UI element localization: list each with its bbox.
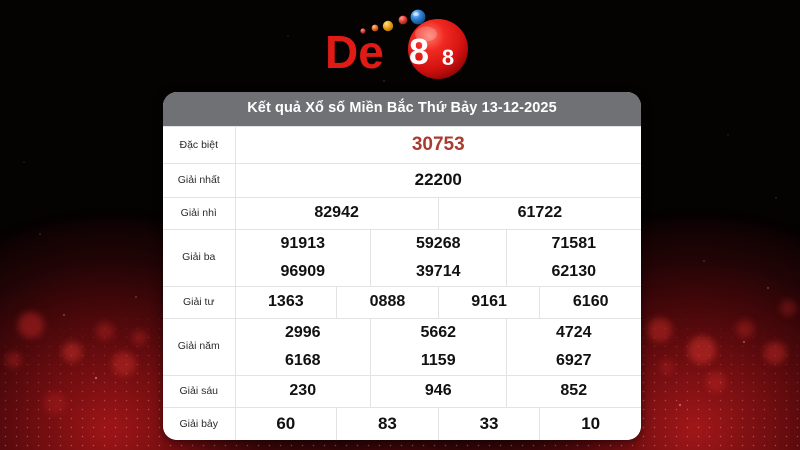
prize-number: 852 bbox=[505, 375, 642, 407]
logo-bubble-red bbox=[398, 15, 408, 25]
prize-number: 61722 bbox=[437, 197, 641, 229]
prize-number: 10 bbox=[539, 407, 641, 440]
table-row-fourth: Giải tư 1363 0888 9161 6160 bbox=[163, 285, 642, 319]
logo-ball-digit-small: 8 bbox=[442, 45, 454, 70]
bokeh-particle bbox=[706, 372, 726, 392]
prize-number: 30753 bbox=[411, 133, 465, 155]
prize-number: 62130 bbox=[551, 262, 597, 280]
prize-values-first: 22200 bbox=[235, 163, 642, 198]
bokeh-particle bbox=[688, 336, 716, 364]
prize-grid-fifth: 2996 6168 5662 1159 4724 6927 bbox=[236, 318, 642, 375]
prize-number-row: 1363 0888 9161 6160 bbox=[236, 286, 642, 318]
prize-label-fifth: Giải năm bbox=[163, 317, 236, 376]
table-row-sixth: Giải sáu 230 946 852 bbox=[163, 374, 642, 408]
prize-column: 91913 96909 bbox=[236, 230, 371, 286]
bokeh-particle bbox=[112, 352, 136, 376]
prize-column: 71581 62130 bbox=[505, 229, 642, 286]
table-row-fifth: Giải năm 2996 6168 5662 1159 4724 6927 bbox=[163, 317, 642, 376]
prize-number: 60 bbox=[276, 413, 296, 433]
prize-values-sixth: 230 946 852 bbox=[235, 374, 642, 408]
prize-number: 59268 bbox=[416, 234, 461, 252]
prize-label-second: Giải nhì bbox=[163, 196, 236, 230]
bokeh-particle bbox=[6, 352, 22, 368]
prize-number: 1159 bbox=[420, 351, 456, 369]
bokeh-particle bbox=[648, 318, 672, 342]
logo-red-ball bbox=[408, 19, 468, 79]
table-row-seventh: Giải bảy 60 83 33 10 bbox=[163, 406, 642, 440]
prize-number-row: 230 946 852 bbox=[236, 375, 642, 407]
lottery-result-card: Kết quả Xổ số Miền Bắc Thứ Bảy 13-12-202… bbox=[163, 92, 641, 440]
prize-values-special: 30753 bbox=[235, 125, 642, 164]
prize-number: 946 bbox=[370, 375, 506, 407]
prize-number: 5662 bbox=[420, 323, 457, 341]
prize-column: 4724 6927 bbox=[505, 318, 642, 375]
prize-column: 2996 6168 bbox=[236, 319, 371, 375]
lottery-results-table: Đặc biệt 30753 Giải nhất 22200 Giải nhì 82942… bbox=[163, 125, 642, 440]
prize-number-row: 22200 bbox=[236, 164, 642, 196]
prize-number: 230 bbox=[289, 381, 317, 399]
prize-values-second: 82942 61722 bbox=[235, 196, 642, 230]
prize-number-row: 82942 61722 bbox=[236, 197, 642, 229]
prize-label-first: Giải nhất bbox=[163, 163, 236, 198]
prize-number: 96909 bbox=[280, 262, 326, 280]
prize-values-fifth: 2996 6168 5662 1159 4724 6927 bbox=[235, 317, 642, 376]
bokeh-particle bbox=[660, 360, 674, 374]
bokeh-particle bbox=[62, 342, 82, 362]
prize-grid-third: 91913 96909 59268 39714 71581 62130 bbox=[236, 229, 642, 286]
table-row-first: Giải nhất 22200 bbox=[163, 163, 642, 198]
prize-number: 91913 bbox=[280, 234, 326, 252]
prize-number-row: 60 83 33 10 bbox=[236, 407, 642, 440]
bokeh-particle bbox=[96, 322, 114, 340]
table-row-third: Giải ba 91913 96909 59268 39714 71581 62130 bbox=[163, 228, 642, 287]
prize-values-third: 91913 96909 59268 39714 71581 62130 bbox=[235, 228, 642, 287]
prize-values-seventh: 60 83 33 10 bbox=[235, 406, 642, 440]
card-header-title: Kết quả Xổ số Miền Bắc Thứ Bảy 13-12-202… bbox=[163, 92, 641, 126]
prize-number: 71581 bbox=[551, 234, 597, 252]
table-row-special: Đặc biệt 30753 bbox=[163, 125, 642, 164]
logo-bubble-blue-highlight bbox=[413, 12, 419, 17]
de88-logo-svg: De 8 8 bbox=[325, 9, 468, 79]
prize-label-sixth: Giải sáu bbox=[163, 374, 236, 408]
bokeh-particle bbox=[764, 342, 786, 364]
prize-number: 9161 bbox=[437, 286, 540, 318]
prize-number: 4724 bbox=[555, 323, 592, 341]
prize-column: 59268 39714 bbox=[370, 229, 506, 286]
prize-number-row: 30753 bbox=[236, 127, 642, 164]
prize-number: 0888 bbox=[336, 286, 438, 318]
bokeh-particle bbox=[736, 320, 754, 338]
bokeh-particle bbox=[780, 300, 796, 316]
logo-bubble-orange bbox=[371, 24, 379, 32]
table-row-second: Giải nhì 82942 61722 bbox=[163, 196, 642, 230]
prize-label-third: Giải ba bbox=[163, 228, 236, 287]
prize-label-seventh: Giải bảy bbox=[163, 406, 236, 440]
prize-number: 83 bbox=[336, 407, 438, 440]
prize-number: 6160 bbox=[539, 286, 641, 318]
site-logo[interactable]: De 8 8 bbox=[0, 4, 800, 88]
prize-number: 6927 bbox=[555, 351, 592, 369]
prize-number: 82942 bbox=[314, 203, 359, 221]
prize-number: 33 bbox=[437, 407, 540, 440]
logo-ball-highlight bbox=[415, 26, 437, 42]
logo-ball-digit-large: 8 bbox=[409, 31, 429, 72]
prize-label-special: Đặc biệt bbox=[163, 125, 236, 164]
prize-number: 2996 bbox=[284, 323, 321, 341]
prize-number: 6168 bbox=[284, 351, 321, 369]
prize-number: 39714 bbox=[416, 262, 461, 280]
bokeh-particle bbox=[18, 312, 44, 338]
logo-bubble-yellow bbox=[382, 20, 394, 32]
bokeh-particle bbox=[44, 392, 66, 414]
prize-values-fourth: 1363 0888 9161 6160 bbox=[235, 285, 642, 319]
prize-number: 1363 bbox=[268, 292, 304, 310]
prize-number: 22200 bbox=[414, 170, 462, 190]
logo-bubble-blue bbox=[410, 9, 426, 25]
prize-label-fourth: Giải tư bbox=[163, 285, 236, 319]
prize-column: 5662 1159 bbox=[370, 318, 506, 375]
logo-bubble-red-small bbox=[360, 28, 366, 34]
bokeh-particle bbox=[132, 330, 147, 345]
logo-wordmark-de: De bbox=[325, 26, 384, 78]
